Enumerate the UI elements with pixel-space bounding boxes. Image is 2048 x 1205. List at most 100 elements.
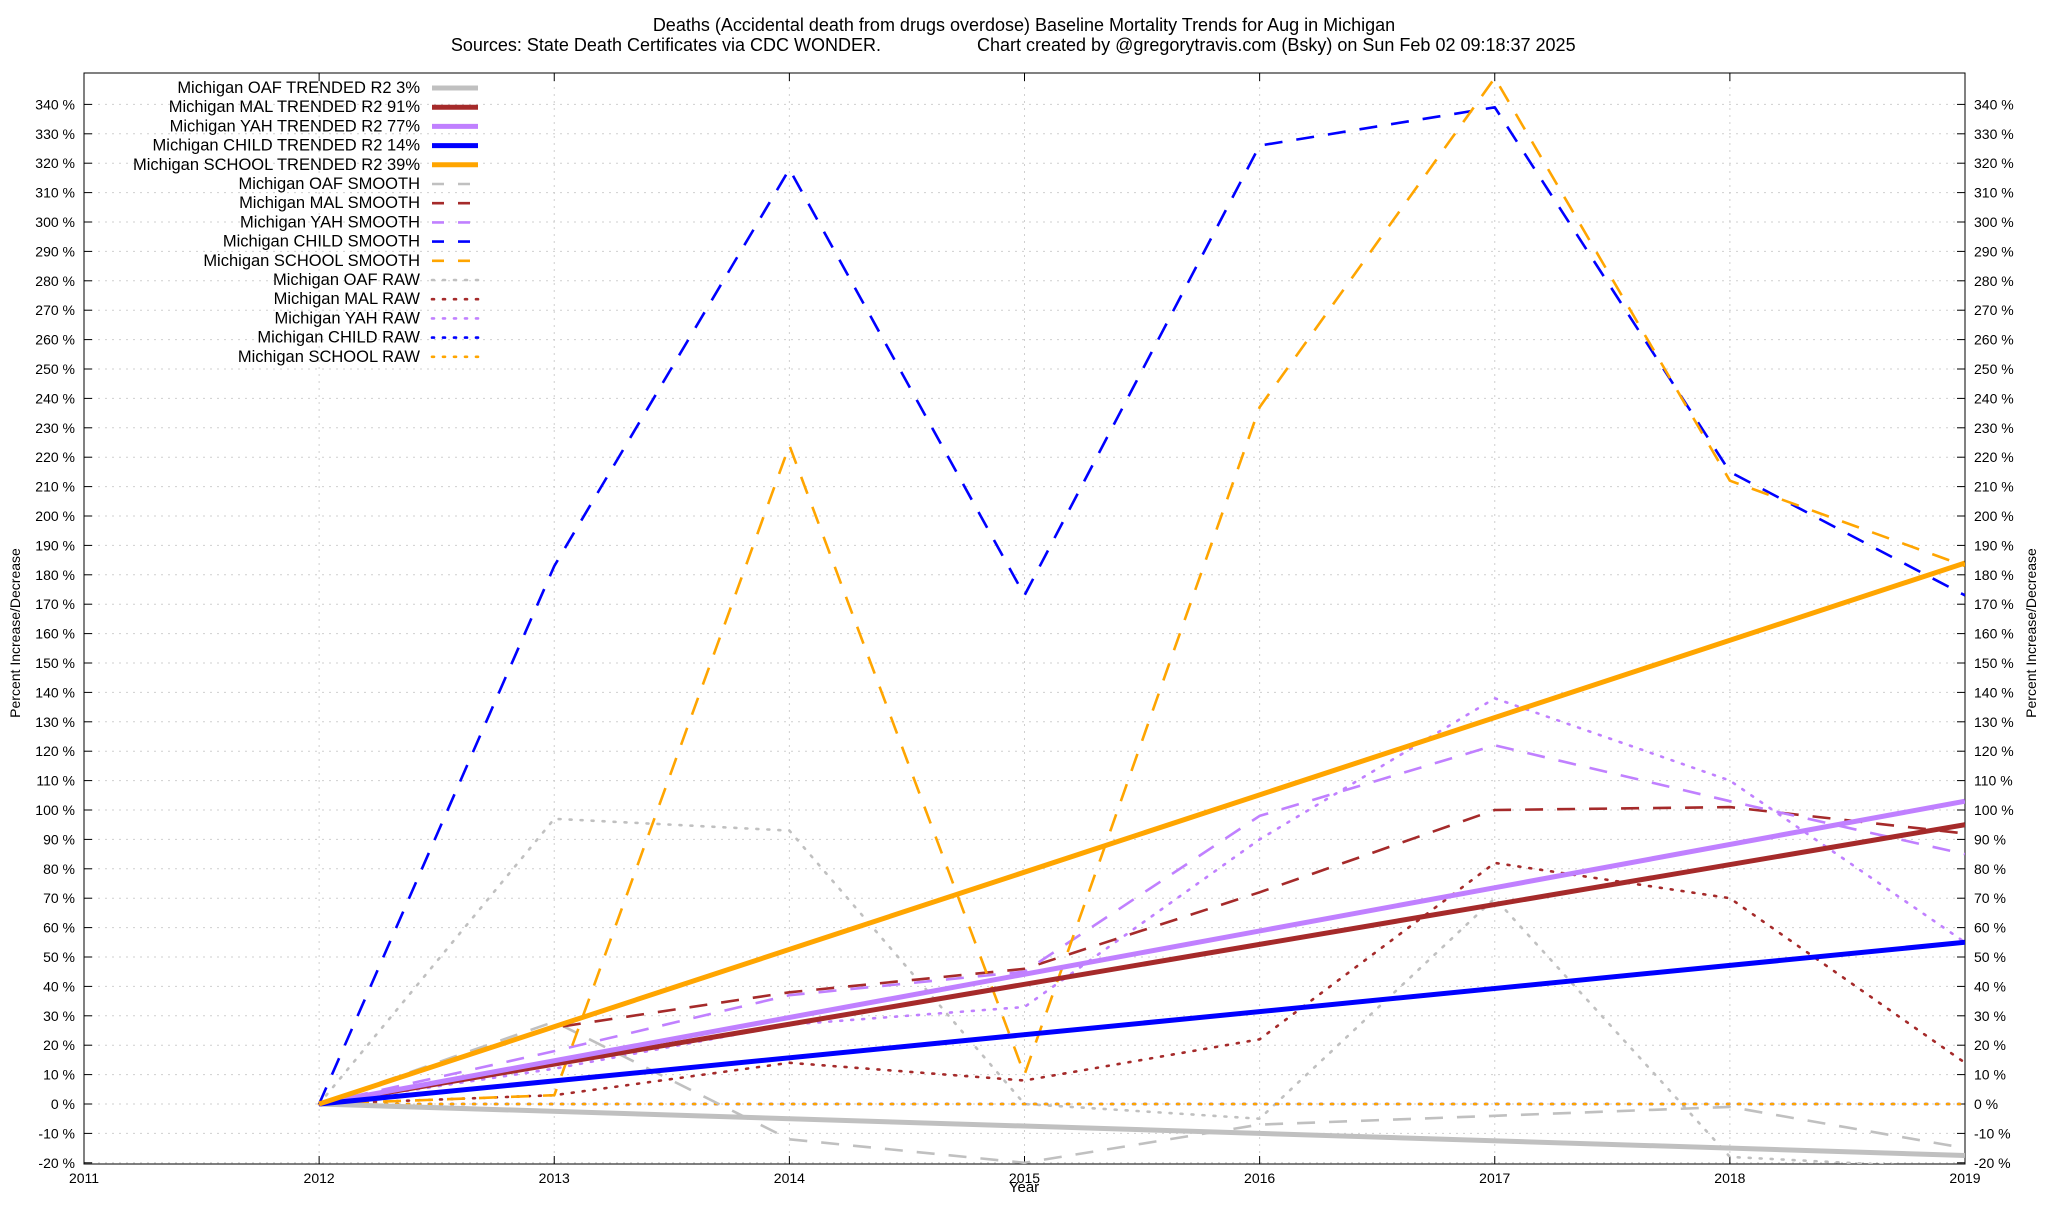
y-tick-label-left: 200 % [35,508,75,524]
legend-label-child-trend: Michigan CHILD TRENDED R2 14% [153,137,421,155]
y-tick-label-left: 340 % [35,96,75,112]
y-tick-label-right: 340 % [1974,96,2014,112]
y-tick-label-left: 80 % [43,861,75,877]
x-tick-label: 2018 [1714,1170,1745,1186]
y-tick-label-right: 170 % [1974,596,2014,612]
y-tick-label-right: 330 % [1974,126,2014,142]
series-line-mal-trend [318,822,1965,1107]
legend-label-oaf-raw: Michigan OAF RAW [273,271,420,289]
y-tick-label-left: -20 % [38,1155,75,1171]
y-axis-label-right: Percent Increase/Decrease [2023,548,2039,718]
x-tick-label: 2011 [69,1170,99,1186]
legend-label-mal-raw: Michigan MAL RAW [274,290,421,308]
y-tick-label-right: 290 % [1974,243,2014,259]
x-tick-label: 2015 [1009,1170,1040,1186]
y-tick-label-left: 150 % [35,655,75,671]
x-tick-label: 2017 [1479,1170,1510,1186]
y-tick-label-right: 240 % [1974,390,2014,406]
series-clip-group [317,76,1965,1164]
y-tick-label-left: -10 % [38,1125,75,1141]
y-tick-label-left: 230 % [35,420,75,436]
y-tick-label-right: 20 % [1974,1037,2006,1053]
y-tick-label-right: 160 % [1974,626,2014,642]
y-tick-label-left: 290 % [35,243,75,259]
y-tick-label-right: 0 % [1974,1096,1998,1112]
y-tick-label-right: 320 % [1974,155,2014,171]
y-tick-label-left: 300 % [35,214,75,230]
y-tick-label-right: 180 % [1974,567,2014,583]
y-tick-label-right: 200 % [1974,508,2014,524]
y-tick-label-right: 70 % [1974,890,2006,906]
series-line-child-trend [318,939,1965,1107]
legend-label-yah-trend: Michigan YAH TRENDED R2 77% [170,117,421,135]
axes-layer: -20 % -20 % -10 % -10 % 0 % 0 % 10 % 10 % 20 % 20… [35,72,2014,1186]
y-tick-label-left: 120 % [35,743,75,759]
y-tick-label-right: -20 % [1974,1155,2011,1171]
x-tick-label: 2014 [774,1170,805,1186]
series-line-oaf-raw [317,817,1898,1164]
series-line-yah-raw [317,696,1965,1106]
y-axis-label-left: Percent Increase/Decrease [7,548,23,718]
x-tick-label: 2012 [304,1170,335,1186]
y-tick-label-right: 30 % [1974,1008,2006,1024]
legend-label-child-smooth: Michigan CHILD SMOOTH [223,233,420,251]
legend-label-mal-smooth: Michigan MAL SMOOTH [239,194,420,212]
y-tick-label-left: 280 % [35,273,75,289]
legend-label-oaf-smooth: Michigan OAF SMOOTH [238,175,420,193]
y-tick-label-left: 250 % [35,361,75,377]
y-tick-label-left: 180 % [35,567,75,583]
series-line-yah-trend [318,798,1965,1107]
series-line-mal-smooth [318,805,1965,1106]
legend-label-yah-raw: Michigan YAH RAW [275,309,421,327]
y-tick-label-right: 250 % [1974,361,2014,377]
y-tick-label-right: 120 % [1974,743,2014,759]
y-tick-label-left: 210 % [35,479,75,495]
y-tick-label-right: 60 % [1974,920,2006,936]
chart-title: Deaths (Accidental death from drugs over… [653,15,1395,35]
y-tick-label-left: 190 % [35,537,75,553]
series-line-oaf-smooth [318,1020,1965,1164]
chart-subtitle-source: Sources: State Death Certificates via CD… [451,35,881,55]
y-tick-label-left: 90 % [43,831,75,847]
y-tick-label-right: 110 % [1974,773,2013,789]
y-tick-label-left: 30 % [43,1008,75,1024]
series-line-school-trend [318,560,1965,1107]
y-tick-label-right: 190 % [1974,537,2014,553]
y-tick-label-left: 220 % [35,449,75,465]
y-tick-label-left: 100 % [35,802,75,818]
legend: Michigan OAF TRENDED R2 3%Michigan MAL T… [133,79,480,366]
y-tick-label-right: 220 % [1974,449,2014,465]
y-tick-label-left: 50 % [43,949,75,965]
y-tick-label-right: 280 % [1974,273,2014,289]
y-tick-label-left: 20 % [43,1037,75,1053]
y-tick-label-left: 110 % [36,773,75,789]
legend-label-school-trend: Michigan SCHOOL TRENDED R2 39% [133,156,420,174]
x-axis-label: Year [1009,1179,1039,1196]
y-tick-label-left: 270 % [35,302,75,318]
y-tick-label-left: 130 % [35,714,75,730]
y-tick-label-right: 10 % [1974,1067,2006,1083]
y-tick-label-right: 150 % [1974,655,2014,671]
y-tick-label-right: 260 % [1974,332,2014,348]
legend-label-school-smooth: Michigan SCHOOL SMOOTH [203,252,420,270]
x-tick-label: 2013 [539,1170,570,1186]
y-tick-label-left: 40 % [43,978,75,994]
y-tick-label-right: -10 % [1974,1125,2011,1141]
series-layer [317,76,1965,1164]
y-tick-label-right: 40 % [1974,978,2006,994]
y-tick-label-right: 130 % [1974,714,2014,730]
x-tick-label: 2019 [1949,1170,1980,1186]
series-line-oaf-trend [319,1101,1965,1158]
y-tick-label-left: 140 % [35,684,75,700]
legend-label-school-raw: Michigan SCHOOL RAW [238,348,421,366]
y-tick-label-right: 50 % [1974,949,2006,965]
y-tick-label-left: 310 % [35,185,75,201]
x-tick-label: 2016 [1244,1170,1275,1186]
y-tick-label-left: 160 % [35,626,75,642]
y-tick-label-left: 260 % [35,332,75,348]
y-tick-label-right: 270 % [1974,302,2014,318]
y-tick-label-left: 330 % [35,126,75,142]
y-tick-label-left: 70 % [43,890,75,906]
y-tick-label-right: 310 % [1974,185,2014,201]
y-tick-label-left: 60 % [43,920,75,936]
